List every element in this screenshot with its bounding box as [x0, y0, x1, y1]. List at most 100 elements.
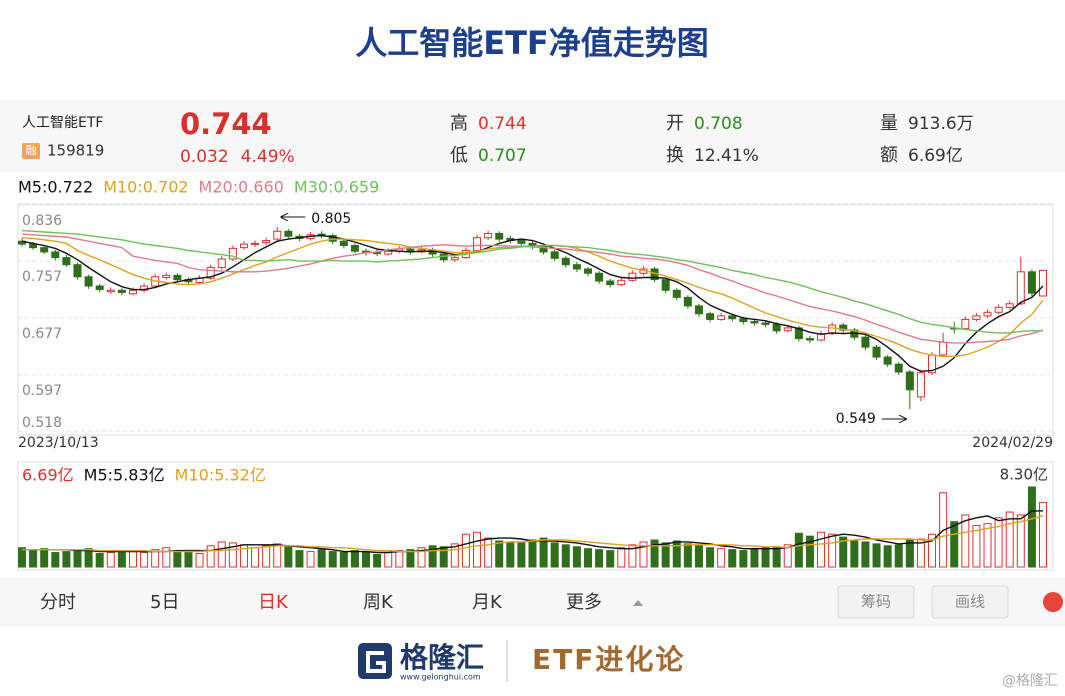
- candle-body: [1016, 271, 1025, 305]
- volume-bar: [650, 539, 659, 568]
- candle-body: [106, 289, 115, 293]
- candle-body: [262, 240, 271, 244]
- volume-bar: [706, 547, 715, 568]
- volume-bar: [517, 542, 526, 568]
- tab[interactable]: 周K: [363, 592, 394, 613]
- tab[interactable]: 更多: [566, 592, 602, 613]
- button-label[interactable]: 筹码: [861, 593, 891, 611]
- volume-bar: [817, 531, 826, 568]
- volume-bar: [29, 549, 38, 568]
- candle-body: [628, 272, 637, 281]
- volume-bar: [73, 549, 82, 568]
- button-label[interactable]: 画线: [955, 593, 985, 611]
- security-name: 人工智能ETF: [22, 115, 103, 131]
- volume-bar: [928, 533, 937, 568]
- candle-body: [473, 237, 482, 251]
- volume-bar: [606, 550, 615, 568]
- tab[interactable]: 日K: [258, 592, 289, 613]
- stat-value: 12.41%: [694, 146, 759, 166]
- candle-body: [872, 346, 881, 358]
- candle-body: [694, 305, 703, 315]
- volume-bar: [62, 551, 71, 568]
- candle-body: [905, 371, 914, 391]
- volume-bar: [51, 552, 60, 568]
- volume-bar: [1039, 502, 1047, 568]
- ma-line: [21, 234, 1044, 373]
- more-arrow[interactable]: [633, 600, 643, 606]
- candle-body: [373, 252, 382, 255]
- volume-bar: [972, 525, 981, 568]
- volume-bar: [40, 548, 49, 568]
- volume-bar: [805, 535, 814, 568]
- volume-bar: [295, 550, 304, 568]
- candle-body: [495, 232, 504, 240]
- volume-bar: [473, 531, 482, 568]
- volume-bar: [772, 546, 781, 568]
- volume-bar: [262, 545, 271, 568]
- volume-bar: [339, 552, 348, 568]
- volume-label: 6.69亿: [22, 466, 74, 485]
- page-title: 人工智能ETF净值走势图: [355, 24, 709, 62]
- price-panel: [17, 203, 1054, 436]
- volume-bar: [672, 540, 681, 568]
- y-tick-label: 0.677: [22, 326, 62, 342]
- volume-bar: [373, 553, 382, 568]
- candle-body: [550, 251, 559, 259]
- volume-bar: [583, 548, 592, 568]
- change: 0.032: [180, 147, 229, 167]
- candle-body: [117, 289, 126, 293]
- button-box[interactable]: [931, 585, 1009, 619]
- candle-body: [1039, 269, 1047, 297]
- volume-bar: [595, 549, 604, 568]
- volume-bar: [117, 551, 126, 568]
- volume-bar: [184, 551, 193, 568]
- candle-body: [828, 324, 837, 335]
- volume-bar: [828, 533, 837, 568]
- brand-url: www.gelonghui.com: [400, 673, 481, 682]
- volume-bar: [661, 542, 670, 568]
- security-code: 159819: [47, 142, 104, 160]
- price: 0.744: [180, 107, 272, 141]
- volume-bar: [128, 551, 137, 568]
- volume-bar: [861, 541, 870, 568]
- candle-body: [783, 327, 792, 332]
- volume-bar: [894, 544, 903, 568]
- volume-bar: [417, 547, 426, 568]
- volume-bar: [428, 545, 437, 568]
- volume-bar: [273, 543, 282, 568]
- record-dot[interactable]: [1043, 592, 1063, 612]
- legend-entry: M10:0.702: [103, 178, 188, 197]
- volume-bar: [916, 538, 925, 568]
- candle-body: [173, 274, 182, 281]
- tab[interactable]: 分时: [40, 592, 76, 613]
- legend-entry: M5:0.722: [18, 178, 93, 197]
- stat-label: 高: [450, 113, 468, 134]
- candle-body: [539, 245, 548, 253]
- volume-bar: [406, 549, 415, 568]
- y-tick-label: 0.836: [22, 213, 62, 229]
- candle-body: [861, 336, 870, 348]
- volume-bar: [506, 542, 515, 568]
- annotation-label: 0.805: [311, 211, 351, 227]
- candle-body: [73, 264, 82, 278]
- volume-bar: [572, 546, 581, 568]
- volume-bar: [284, 546, 293, 568]
- candle-body: [162, 274, 171, 278]
- tab[interactable]: 5日: [150, 592, 179, 613]
- volume-bar: [106, 552, 115, 568]
- volume-bar: [162, 547, 171, 568]
- tab[interactable]: 月K: [472, 592, 503, 613]
- watermark: @格隆汇: [1002, 673, 1058, 689]
- candle-body: [939, 341, 948, 356]
- volume-bar: [317, 549, 326, 568]
- volume-bar: [961, 514, 970, 568]
- candle-body: [572, 264, 581, 270]
- legend-entry: M10:5.32亿: [175, 466, 266, 485]
- volume-bar: [739, 550, 748, 568]
- candle-body: [95, 285, 104, 291]
- candle-body: [273, 230, 282, 240]
- volume-bar: [983, 523, 992, 568]
- candle-body: [595, 272, 604, 282]
- button-box[interactable]: [837, 585, 915, 619]
- volume-bar: [439, 546, 448, 568]
